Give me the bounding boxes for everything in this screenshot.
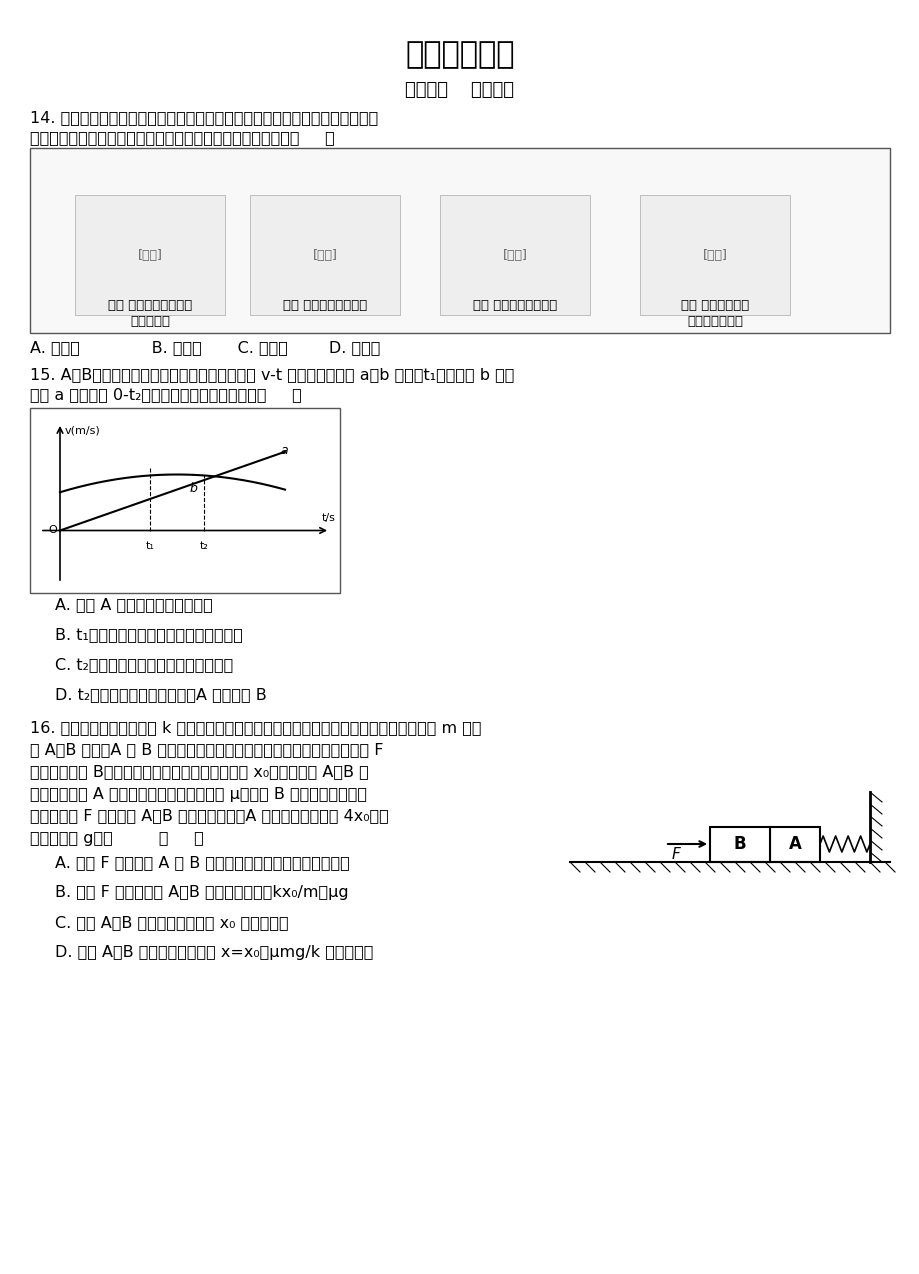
Bar <box>30 148 889 333</box>
Text: A. 撤去 F 后，物体 A 和 B 先做匀加速运动，再做匀减速运动: A. 撤去 F 后，物体 A 和 B 先做匀加速运动，再做匀减速运动 <box>55 856 349 870</box>
Text: 力加速度为 g，则         （     ）: 力加速度为 g，则 （ ） <box>30 831 203 846</box>
Text: 图丁 探究加速度与: 图丁 探究加速度与 <box>680 298 748 312</box>
Text: 15. A、B两质点同时、同地沿同一直线运动，其 v-t 图象分别如图中 a、b 所示，t₁时刻曲线 b 的切: 15. A、B两质点同时、同地沿同一直线运动，其 v-t 图象分别如图中 a、b… <box>30 367 514 382</box>
Text: 14. 学习物理不仅要掌握物理知识，还要领悟并掌握处理物理问题的思想方法。: 14. 学习物理不仅要掌握物理知识，还要领悟并掌握处理物理问题的思想方法。 <box>30 111 378 126</box>
Text: B. 撤去 F 瞬间，物体 A、B 的加速度大小为kx₀/m－μg: B. 撤去 F 瞬间，物体 A、B 的加速度大小为kx₀/m－μg <box>55 885 348 901</box>
Bar <box>250 195 400 315</box>
Text: A. 甲、乙              B. 乙、丙       C. 甲、丙        D. 丙、丁: A. 甲、乙 B. 乙、丙 C. 甲、丙 D. 丙、丁 <box>30 340 380 355</box>
Text: [图乙]: [图乙] <box>312 248 337 261</box>
Text: 在下图所示的几个实验中，研究物理问题的思想方法相同的是（     ）: 在下图所示的几个实验中，研究物理问题的思想方法相同的是（ ） <box>30 130 335 145</box>
Text: B. t₁时刻两质点的加速度相等，相距最远: B. t₁时刻两质点的加速度相等，相距最远 <box>55 628 243 642</box>
Text: [图丁]: [图丁] <box>702 248 727 261</box>
Bar <box>640 195 789 315</box>
Text: C. 物体 A、B 一起向左运动距离 x₀ 后相互分离: C. 物体 A、B 一起向左运动距离 x₀ 后相互分离 <box>55 916 289 930</box>
Text: 止，已知物体 A 与水平面间的动摩擦因数为 μ，物体 B 与水平面间的摩擦: 止，已知物体 A 与水平面间的动摩擦因数为 μ，物体 B 与水平面间的摩擦 <box>30 786 367 801</box>
Text: v(m/s): v(m/s) <box>65 426 101 434</box>
Text: 图甲 比较平抛运动和自: 图甲 比较平抛运动和自 <box>108 298 192 312</box>
Text: F: F <box>671 847 680 862</box>
Text: 图丙 测定万有引力常量: 图丙 测定万有引力常量 <box>472 298 557 312</box>
Text: [图甲]: [图甲] <box>138 248 163 261</box>
Text: t₂: t₂ <box>199 540 209 550</box>
Text: 图乙 观察桌面微小形变: 图乙 观察桌面微小形变 <box>282 298 367 312</box>
Text: 不计，撤去 F 后，物体 A、B 开始向左运动，A 运动的最大距离为 4x₀，重: 不计，撤去 F 后，物体 A、B 开始向左运动，A 运动的最大距离为 4x₀，重 <box>30 809 389 823</box>
Text: 缓慢推动物体 B，在弹性限度内弹簧长度被压缩了 x₀，此时物体 A、B 静: 缓慢推动物体 B，在弹性限度内弹簧长度被压缩了 x₀，此时物体 A、B 静 <box>30 764 369 780</box>
Bar <box>709 827 769 862</box>
Bar <box>439 195 589 315</box>
Bar <box>769 827 819 862</box>
Text: [图丙]: [图丙] <box>502 248 527 261</box>
Text: t/s: t/s <box>322 512 335 522</box>
Text: 线与 a 平行，在 0-t₂时间内，下列说法正确的是（     ）: 线与 a 平行，在 0-t₂时间内，下列说法正确的是（ ） <box>30 387 301 403</box>
Text: D. t₂时刻两质点的速度相等，A 恰好追上 B: D. t₂时刻两质点的速度相等，A 恰好追上 B <box>55 688 267 702</box>
Text: 体 A、B 接触（A 与 B 和弹簧均未连接），弹簧水平且无形变，用水平力 F: 体 A、B 接触（A 与 B 和弹簧均未连接），弹簧水平且无形变，用水平力 F <box>30 743 383 758</box>
Text: 命题人：    审题人：: 命题人： 审题人： <box>405 82 514 99</box>
Text: 理科综合物理: 理科综合物理 <box>404 41 515 70</box>
Bar <box>30 408 340 592</box>
Bar <box>75 195 225 315</box>
Text: D. 物体 A、B 一起向左运动距离 x=x₀－μmg/k 后相互分离: D. 物体 A、B 一起向左运动距离 x=x₀－μmg/k 后相互分离 <box>55 945 373 961</box>
Text: A: A <box>788 834 800 854</box>
Text: 力、质量的关系: 力、质量的关系 <box>686 315 743 327</box>
Text: b: b <box>190 482 198 496</box>
Text: t₁: t₁ <box>146 540 154 550</box>
Text: a: a <box>279 443 288 456</box>
Text: O: O <box>48 525 57 535</box>
Text: C. t₂时刻两质点的速度相等，相距最远: C. t₂时刻两质点的速度相等，相距最远 <box>55 657 233 673</box>
Text: 由落体运动: 由落体运动 <box>130 315 170 327</box>
Text: A. 质点 A 一直做匀加速直线运动: A. 质点 A 一直做匀加速直线运动 <box>55 598 212 613</box>
Text: B: B <box>732 834 745 854</box>
Text: 16. 如图所示，劲度系数为 k 的轻弹簧的一端固定在墙上，另一端与置于水平面上质量均为 m 的物: 16. 如图所示，劲度系数为 k 的轻弹簧的一端固定在墙上，另一端与置于水平面上… <box>30 721 481 735</box>
